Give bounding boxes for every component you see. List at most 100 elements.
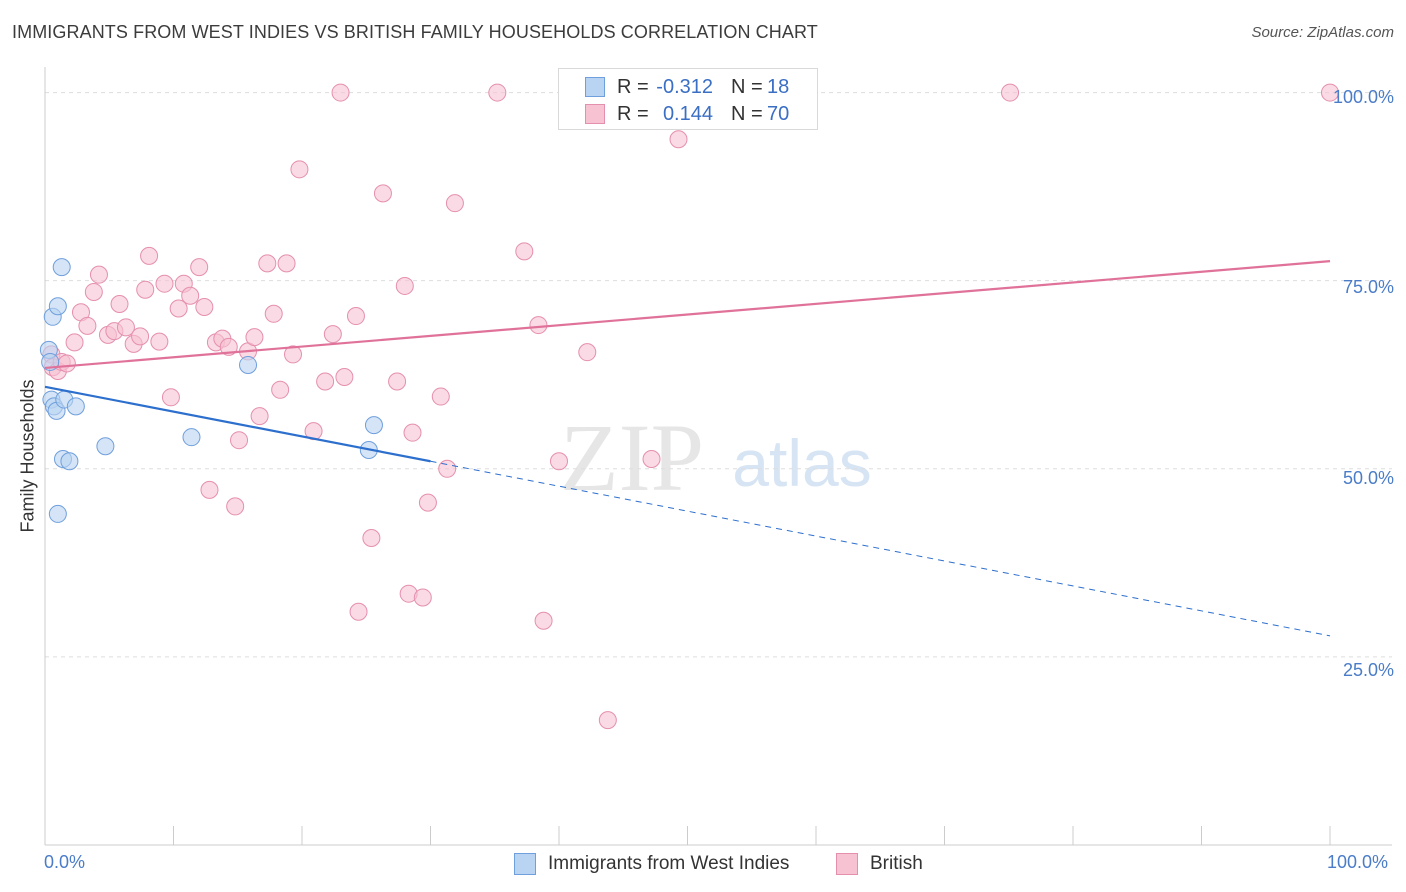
- data-point: [1001, 83, 1020, 102]
- x-tick-label-max: 100.0%: [1327, 852, 1389, 872]
- data-point: [534, 611, 553, 630]
- west-indies-swatch: [585, 77, 605, 97]
- data-point: [182, 428, 201, 447]
- data-point: [1321, 83, 1339, 102]
- y-tick-label-25: 25.0%: [1342, 660, 1394, 680]
- data-point: [60, 452, 79, 471]
- r-label: R =: [617, 76, 649, 98]
- r-value: -0.312: [656, 76, 713, 98]
- data-point: [346, 307, 365, 326]
- n-label: N =: [731, 76, 763, 98]
- data-point: [230, 431, 249, 450]
- data-point: [65, 333, 84, 352]
- data-point: [52, 258, 71, 277]
- n-value: 70: [767, 103, 790, 125]
- data-point: [89, 265, 108, 284]
- data-point: [131, 327, 150, 346]
- data-point: [364, 416, 383, 435]
- trend-lines: [44, 260, 1331, 637]
- british-legend-swatch: [836, 853, 858, 875]
- n-value: 18: [767, 76, 790, 98]
- data-point: [669, 130, 688, 149]
- data-point: [598, 711, 617, 730]
- data-point: [323, 325, 342, 344]
- data-point: [488, 83, 507, 102]
- data-point: [84, 282, 103, 301]
- data-point: [78, 316, 97, 335]
- data-point: [362, 529, 381, 548]
- data-point: [395, 276, 414, 295]
- data-point: [264, 304, 283, 323]
- data-point: [277, 254, 296, 273]
- data-point: [169, 299, 188, 318]
- data-point: [250, 407, 269, 426]
- data-point: [290, 160, 309, 179]
- data-point: [200, 480, 219, 499]
- data-point: [110, 295, 129, 314]
- stats-row-west-indies: R = -0.312 N = 18: [559, 73, 817, 101]
- data-point: [373, 184, 392, 203]
- data-point: [438, 459, 457, 478]
- series-legend: Immigrants from West Indies British: [0, 852, 1406, 878]
- gridlines: [45, 92, 1392, 658]
- british-swatch: [585, 104, 605, 124]
- data-point: [150, 332, 169, 351]
- y-tick-label-100: 100.0%: [1332, 87, 1394, 107]
- data-point: [550, 452, 568, 471]
- data-point: [226, 497, 245, 516]
- data-point: [515, 242, 534, 261]
- west-indies-points: [39, 258, 383, 523]
- data-point: [57, 354, 76, 373]
- data-point: [239, 355, 258, 374]
- r-value: 0.144: [662, 103, 713, 125]
- data-point: [258, 254, 277, 273]
- data-point: [116, 318, 135, 337]
- legend-label: Immigrants from West Indies: [548, 853, 790, 874]
- watermark: ZIP atlas: [560, 404, 872, 511]
- data-point: [316, 372, 335, 391]
- data-point: [349, 602, 368, 621]
- data-point: [445, 194, 464, 213]
- legend-label: British: [870, 853, 923, 874]
- data-point: [529, 316, 548, 335]
- data-point: [136, 280, 155, 299]
- data-point: [161, 388, 180, 407]
- west-indies-legend-swatch: [514, 853, 536, 875]
- data-point: [181, 286, 200, 305]
- west-indies-trend-extension: [430, 460, 1331, 637]
- r-label: R =: [617, 103, 649, 125]
- west-indies-trend-line: [44, 385, 431, 463]
- data-point: [284, 345, 303, 364]
- stats-legend: R = -0.312 N = 18 R = 0.144 N = 70: [558, 68, 818, 130]
- source-label: Source: ZipAtlas.com: [1251, 24, 1394, 41]
- data-point: [48, 504, 67, 523]
- data-point: [431, 387, 450, 406]
- y-tick-label-75: 75.0%: [1342, 277, 1394, 297]
- watermark-atlas: atlas: [732, 426, 871, 500]
- data-point: [190, 258, 209, 277]
- x-tick-label-min: 0.0%: [44, 852, 86, 872]
- data-point: [140, 246, 159, 265]
- data-point: [418, 493, 437, 512]
- data-point: [403, 423, 422, 442]
- stats-row-british: R = 0.144 N = 70: [559, 100, 817, 128]
- chart-title: IMMIGRANTS FROM WEST INDIES VS BRITISH F…: [12, 22, 818, 42]
- data-point: [331, 83, 350, 102]
- data-point: [388, 372, 407, 391]
- n-label: N =: [731, 103, 763, 125]
- data-point: [195, 298, 214, 317]
- data-point: [155, 274, 174, 293]
- axes: [44, 67, 1392, 846]
- y-tick-label-50: 50.0%: [1342, 468, 1394, 488]
- data-point: [642, 450, 661, 469]
- y-axis-label: Family Households: [17, 379, 38, 533]
- british-points: [42, 83, 1339, 730]
- data-point: [413, 588, 432, 607]
- data-point: [48, 297, 67, 316]
- data-point: [271, 380, 290, 399]
- watermark-zip: ZIP: [560, 404, 704, 511]
- data-point: [245, 328, 264, 347]
- data-point: [219, 337, 238, 356]
- data-point: [66, 397, 85, 416]
- data-point: [96, 437, 115, 456]
